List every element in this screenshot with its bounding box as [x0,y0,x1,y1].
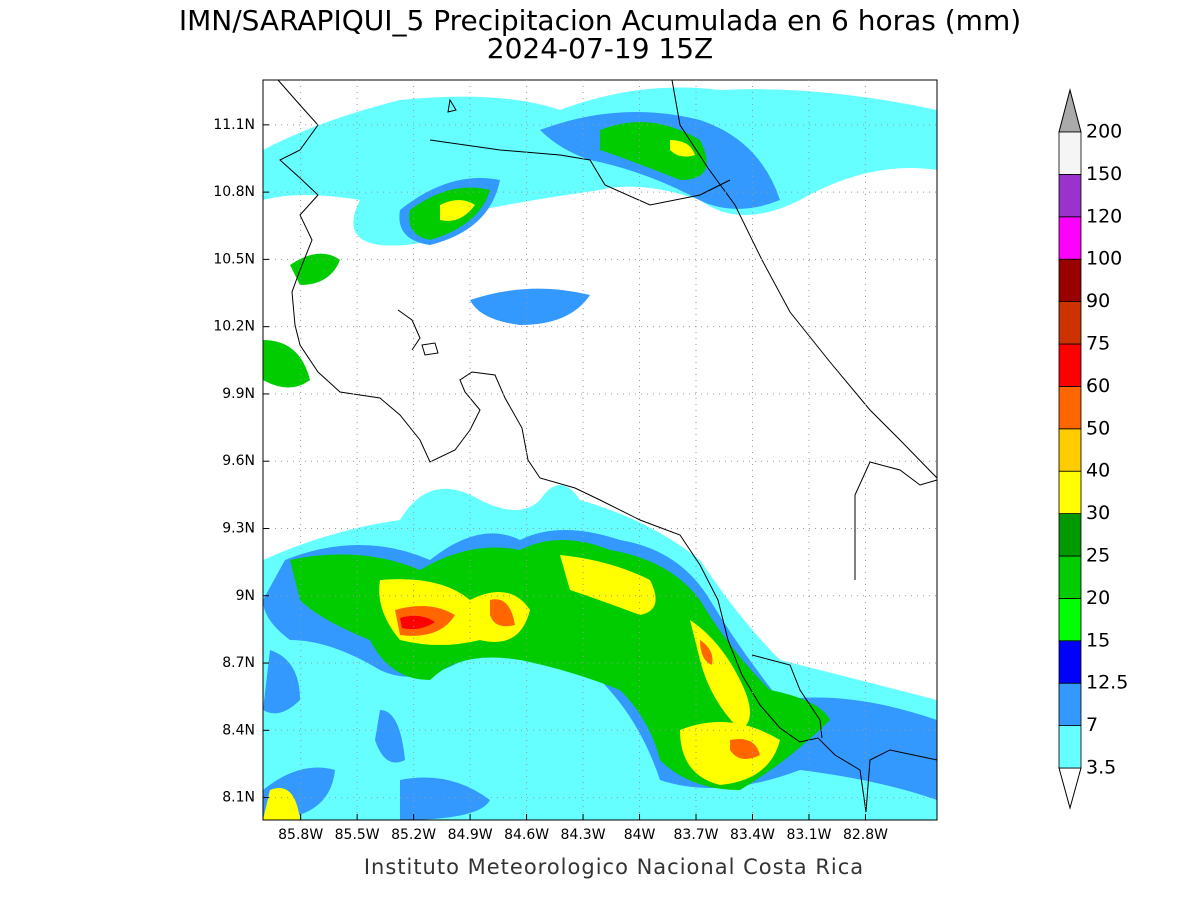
precip-field [263,80,937,820]
colorbar-label: 30 [1086,502,1110,524]
x-tick-label: 84.6W [504,827,549,843]
y-tick-label: 11.1N [213,117,255,133]
coastline [671,79,938,479]
footer: Instituto Meteorologico Nacional Costa R… [364,855,864,879]
x-tick-label: 85.8W [278,827,323,843]
colorbar-bin [1058,216,1082,260]
y-tick-label: 9.9N [222,386,255,402]
colorbar-label: 100 [1086,248,1122,270]
y-tick-label: 10.8N [213,184,255,200]
border [751,461,938,739]
colorbar-bin [1058,513,1082,557]
y-tick-label: 9N [236,588,255,604]
colorbar-bin [1058,258,1082,303]
colorbar-label: 200 [1086,121,1122,143]
colorbar-label: 50 [1086,417,1110,439]
colorbar-label: 7 [1086,714,1098,736]
colorbar-label: 120 [1086,205,1122,227]
colorbar-bin [1058,555,1082,599]
x-tick-label: 82.8W [843,827,888,843]
y-tick-label: 9.3N [222,520,255,536]
x-tick-label: 83.4W [730,827,775,843]
x-tick-label: 84W [624,827,656,843]
colorbar-label: 60 [1086,375,1110,397]
colorbar-bin [1058,640,1082,684]
colorbar-label: 40 [1086,460,1110,482]
map-frame [262,79,938,821]
y-tick-label: 10.2N [213,319,255,335]
colorbar-label: 150 [1086,163,1122,185]
y-tick-label: 8.1N [222,790,255,806]
x-tick-label: 84.9W [448,827,493,843]
x-tick-label: 84.3W [561,827,606,843]
y-tick-label: 8.7N [222,655,255,671]
colorbar-bin [1058,343,1082,387]
y-tick-label: 10.5N [213,251,255,267]
colorbar-bin [1058,385,1082,430]
coastlines [277,79,938,813]
island [421,98,457,356]
colorbar-label: 15 [1086,629,1110,651]
colorbar-bin [1058,301,1082,345]
colorbar-label: 12.5 [1086,672,1128,694]
coastline [277,79,938,813]
colorbar-bin [1058,173,1082,218]
colorbar-label: 25 [1086,545,1110,567]
y-tick-label: 9.6N [222,453,255,469]
colorbar-label: 3.5 [1086,757,1116,779]
lake [397,309,421,351]
subtitle: 2024-07-19 15Z [487,32,713,65]
colorbar-label: 90 [1086,290,1110,312]
colorbar: 3.5 7 12.5 15 20 25 30 40 50 60 75 90 100 120 150 200 [1058,88,1128,810]
colorbar-under [1058,767,1082,810]
border [429,139,731,206]
colorbar-bin [1058,428,1082,472]
x-tick-label: 85.5W [335,827,380,843]
title: IMN/SARAPIQUI_5 Precipitacion Acumulada … [179,4,1021,37]
colorbar-bin [1058,131,1082,175]
colorbar-label: 75 [1086,333,1110,355]
y-tick-label: 8.4N [222,722,255,738]
colorbar-bin [1058,725,1082,769]
colorbar-bin [1058,598,1082,642]
x-tick-label: 85.2W [391,827,436,843]
x-tick-label: 83.7W [674,827,719,843]
colorbar-over [1058,88,1082,133]
colorbar-bin [1058,682,1082,727]
axes: 85.8W 85.5W 85.2W 84.9W 84.6W 84.3W 84W 83.7W 83… [213,80,937,843]
colorbar-bin [1058,470,1082,515]
colorbar-label: 20 [1086,587,1110,609]
x-tick-label: 83.1W [786,827,831,843]
